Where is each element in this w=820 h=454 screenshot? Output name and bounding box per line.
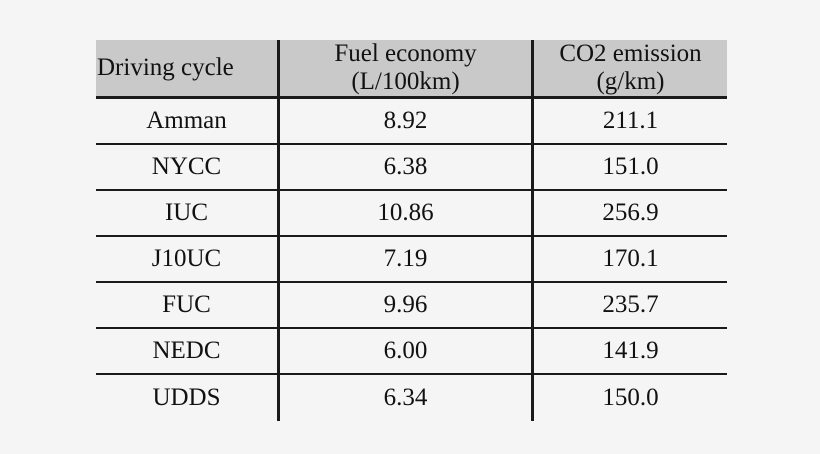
cell-cycle: J10UC [96,236,280,283]
header-driving-cycle: Driving cycle [96,40,280,99]
header-co2-emission-unit: (g/km) [596,68,665,95]
table-row: IUC 10.86 256.9 [96,190,727,237]
cell-fuel-economy: 8.92 [278,97,534,145]
header-fuel-economy-unit: (L/100km) [351,68,460,95]
header-fuel-economy-label: Fuel economy [334,40,477,67]
header-row: Driving cycle Fuel economy (L/100km) CO2… [96,40,727,99]
cell-fuel-economy: 6.34 [278,374,534,421]
table-row: UDDS 6.34 150.0 [96,374,727,421]
table-row: NEDC 6.00 141.9 [96,328,727,375]
table-row: Amman 8.92 211.1 [96,97,727,145]
cell-cycle: FUC [96,282,280,329]
table-row: NYCC 6.38 151.0 [96,144,727,191]
table-header: Driving cycle Fuel economy (L/100km) CO2… [96,40,727,99]
table-body: Amman 8.92 211.1 NYCC 6.38 151.0 IUC 10.… [96,97,727,421]
header-driving-cycle-label: Driving cycle [97,54,234,81]
cell-cycle: UDDS [96,374,280,421]
cell-co2-emission: 150.0 [602,384,659,411]
header-co2-emission-label: CO2 emission [559,40,702,67]
header-co2-emission: CO2 emission (g/km) [532,40,727,99]
cell-co2-emission: 141.9 [532,328,727,375]
cell-co2-emission: 211.1 [532,97,727,145]
cell-co2-emission: 256.9 [532,190,727,237]
table-row: FUC 9.96 235.7 [96,282,727,329]
cell-co2-emission: 235.7 [532,282,727,329]
table-row: J10UC 7.19 170.1 [96,236,727,283]
cell-cycle: NYCC [96,144,280,191]
cell-fuel-economy: 9.96 [278,282,534,329]
cell-fuel-economy: 10.86 [278,190,534,237]
cell-co2-emission: 151.0 [532,144,727,191]
cell-fuel-economy: 7.19 [278,236,534,283]
cell-fuel-economy: 6.38 [278,144,534,191]
cell-cycle: NEDC [96,328,280,375]
cell-cycle: Amman [96,97,280,145]
driving-cycle-table: Driving cycle Fuel economy (L/100km) CO2… [96,40,727,421]
cell-cycle: IUC [96,190,280,237]
cell-fuel-economy: 6.00 [278,328,534,375]
header-fuel-economy: Fuel economy (L/100km) [278,40,534,99]
cell-co2-emission: 170.1 [532,236,727,283]
